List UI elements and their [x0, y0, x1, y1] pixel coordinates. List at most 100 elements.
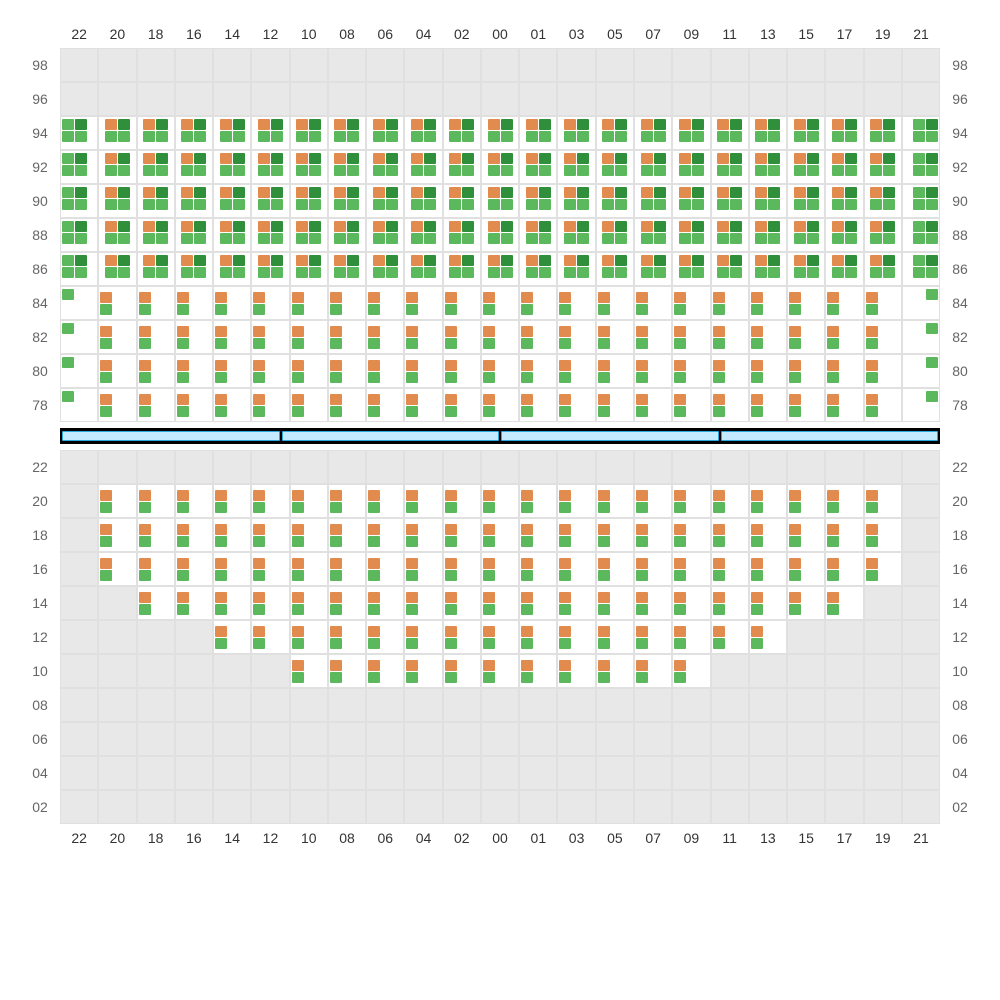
- grid-slot[interactable]: [634, 654, 672, 688]
- grid-slot[interactable]: [864, 484, 902, 518]
- grid-slot[interactable]: [864, 450, 902, 484]
- grid-slot[interactable]: [557, 388, 595, 422]
- grid-slot[interactable]: [175, 552, 213, 586]
- grid-slot[interactable]: [519, 184, 557, 218]
- grid-slot[interactable]: [251, 48, 289, 82]
- grid-slot[interactable]: [711, 552, 749, 586]
- grid-slot[interactable]: [98, 354, 136, 388]
- grid-slot[interactable]: [251, 388, 289, 422]
- grid-slot[interactable]: [443, 286, 481, 320]
- grid-slot[interactable]: [481, 790, 519, 824]
- grid-slot[interactable]: [749, 252, 787, 286]
- grid-slot[interactable]: [290, 354, 328, 388]
- grid-slot[interactable]: [443, 620, 481, 654]
- grid-slot[interactable]: [787, 450, 825, 484]
- grid-slot[interactable]: [672, 552, 710, 586]
- grid-slot[interactable]: [481, 82, 519, 116]
- grid-slot[interactable]: [137, 484, 175, 518]
- grid-slot[interactable]: [864, 354, 902, 388]
- grid-slot[interactable]: [596, 252, 634, 286]
- grid-slot[interactable]: [864, 552, 902, 586]
- grid-slot[interactable]: [711, 790, 749, 824]
- grid-slot[interactable]: [481, 756, 519, 790]
- grid-slot[interactable]: [672, 586, 710, 620]
- grid-slot[interactable]: [404, 320, 442, 354]
- grid-slot[interactable]: [902, 518, 940, 552]
- grid-slot[interactable]: [557, 790, 595, 824]
- grid-slot[interactable]: [328, 654, 366, 688]
- grid-slot[interactable]: [749, 484, 787, 518]
- grid-slot[interactable]: [251, 286, 289, 320]
- grid-slot[interactable]: [213, 388, 251, 422]
- grid-slot[interactable]: [404, 518, 442, 552]
- grid-slot[interactable]: [137, 320, 175, 354]
- grid-slot[interactable]: [825, 320, 863, 354]
- grid-slot[interactable]: [481, 518, 519, 552]
- grid-slot[interactable]: [864, 48, 902, 82]
- grid-slot[interactable]: [634, 218, 672, 252]
- grid-slot[interactable]: [251, 654, 289, 688]
- grid-slot[interactable]: [519, 354, 557, 388]
- grid-slot[interactable]: [328, 450, 366, 484]
- grid-slot[interactable]: [404, 184, 442, 218]
- grid-slot[interactable]: [711, 252, 749, 286]
- grid-slot[interactable]: [864, 218, 902, 252]
- grid-slot[interactable]: [557, 286, 595, 320]
- grid-slot[interactable]: [366, 722, 404, 756]
- grid-slot[interactable]: [902, 218, 940, 252]
- grid-slot[interactable]: [787, 150, 825, 184]
- grid-slot[interactable]: [825, 586, 863, 620]
- grid-slot[interactable]: [213, 150, 251, 184]
- grid-slot[interactable]: [672, 790, 710, 824]
- grid-slot[interactable]: [404, 450, 442, 484]
- grid-slot[interactable]: [60, 252, 98, 286]
- grid-slot[interactable]: [443, 184, 481, 218]
- grid-slot[interactable]: [290, 218, 328, 252]
- grid-slot[interactable]: [711, 150, 749, 184]
- grid-slot[interactable]: [711, 116, 749, 150]
- grid-slot[interactable]: [672, 620, 710, 654]
- grid-slot[interactable]: [137, 552, 175, 586]
- grid-slot[interactable]: [596, 552, 634, 586]
- grid-slot[interactable]: [557, 722, 595, 756]
- grid-slot[interactable]: [519, 552, 557, 586]
- grid-slot[interactable]: [60, 116, 98, 150]
- grid-slot[interactable]: [902, 722, 940, 756]
- grid-slot[interactable]: [596, 722, 634, 756]
- grid-slot[interactable]: [596, 518, 634, 552]
- grid-slot[interactable]: [596, 388, 634, 422]
- grid-slot[interactable]: [787, 320, 825, 354]
- grid-slot[interactable]: [596, 484, 634, 518]
- grid-slot[interactable]: [404, 150, 442, 184]
- grid-slot[interactable]: [672, 82, 710, 116]
- grid-slot[interactable]: [634, 320, 672, 354]
- grid-slot[interactable]: [787, 82, 825, 116]
- grid-slot[interactable]: [672, 218, 710, 252]
- grid-slot[interactable]: [328, 184, 366, 218]
- grid-slot[interactable]: [557, 586, 595, 620]
- grid-slot[interactable]: [902, 790, 940, 824]
- grid-slot[interactable]: [443, 586, 481, 620]
- grid-slot[interactable]: [519, 450, 557, 484]
- grid-slot[interactable]: [634, 252, 672, 286]
- grid-slot[interactable]: [596, 116, 634, 150]
- grid-slot[interactable]: [60, 286, 98, 320]
- grid-slot[interactable]: [634, 688, 672, 722]
- grid-slot[interactable]: [749, 286, 787, 320]
- grid-slot[interactable]: [251, 184, 289, 218]
- grid-slot[interactable]: [328, 354, 366, 388]
- grid-slot[interactable]: [634, 150, 672, 184]
- grid-slot[interactable]: [60, 388, 98, 422]
- grid-slot[interactable]: [787, 756, 825, 790]
- grid-slot[interactable]: [672, 688, 710, 722]
- grid-slot[interactable]: [864, 116, 902, 150]
- grid-slot[interactable]: [787, 518, 825, 552]
- grid-slot[interactable]: [864, 586, 902, 620]
- grid-slot[interactable]: [137, 756, 175, 790]
- grid-slot[interactable]: [443, 518, 481, 552]
- grid-slot[interactable]: [60, 354, 98, 388]
- grid-slot[interactable]: [519, 654, 557, 688]
- grid-slot[interactable]: [557, 688, 595, 722]
- grid-slot[interactable]: [213, 518, 251, 552]
- grid-slot[interactable]: [404, 790, 442, 824]
